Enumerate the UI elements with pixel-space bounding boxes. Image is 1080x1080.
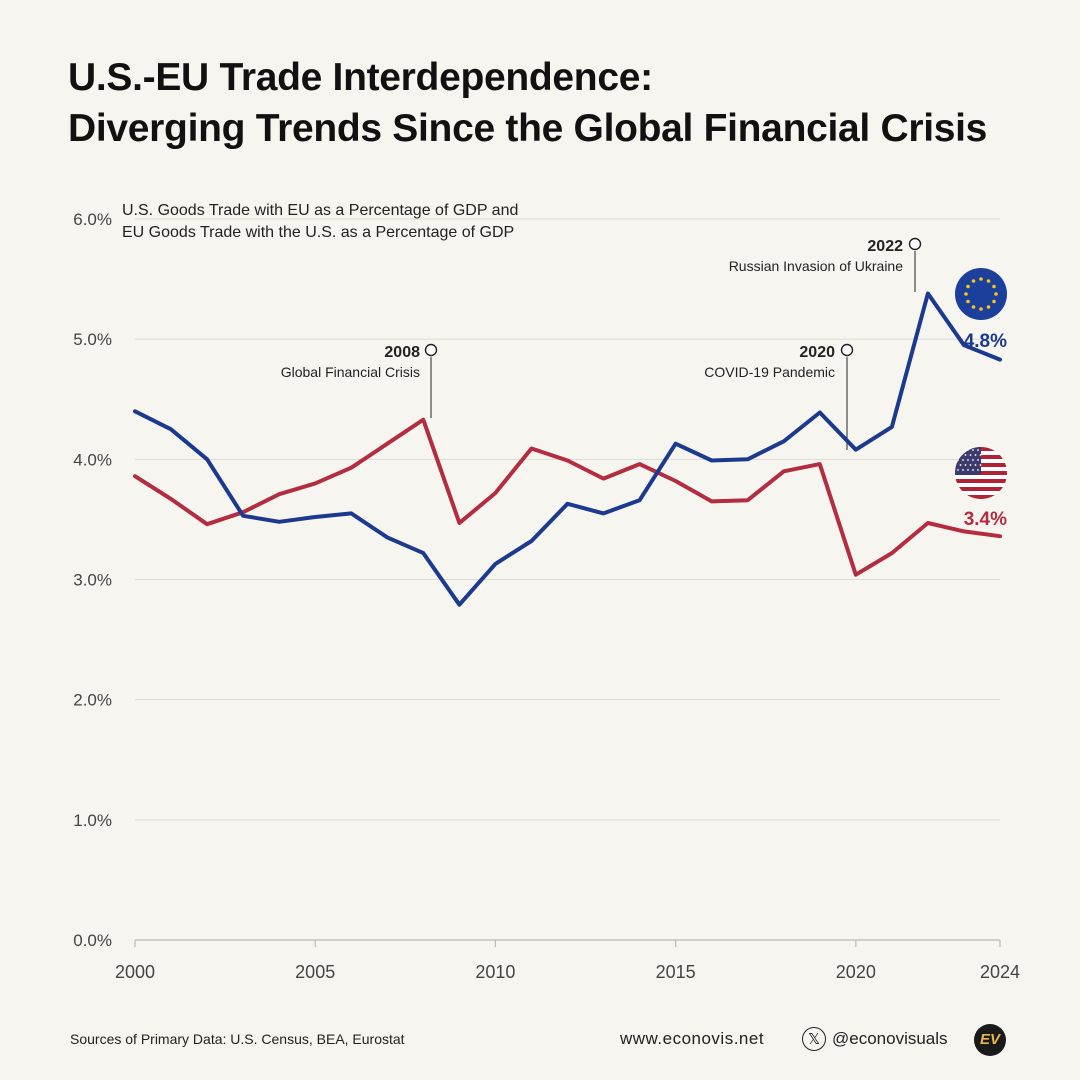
y-tick-label: 5.0% bbox=[73, 330, 112, 349]
us-flag-star bbox=[974, 464, 977, 466]
website-link[interactable]: www.econovis.net bbox=[620, 1029, 765, 1048]
chart-subtitle-line-1: U.S. Goods Trade with EU as a Percentage… bbox=[122, 202, 518, 219]
chart-subtitle-line-2: EU Goods Trade with the U.S. as a Percen… bbox=[122, 224, 514, 241]
us-flag-icon bbox=[955, 447, 1007, 499]
chart-title: U.S.-EU Trade Interdependence: Diverging… bbox=[68, 52, 987, 154]
us-flag-star bbox=[957, 469, 959, 471]
eu-end-label: 4.8% bbox=[964, 331, 1007, 352]
us-flag-star bbox=[972, 469, 974, 471]
us-flag-stripe bbox=[955, 487, 1007, 491]
eu-star bbox=[971, 279, 976, 283]
annotation-2020: 2020 COVID-19 Pandemic bbox=[704, 343, 854, 450]
us-flag-star bbox=[979, 464, 982, 466]
annotation-2022-year: 2022 bbox=[867, 238, 903, 255]
annotation-2020-year: 2020 bbox=[799, 344, 835, 361]
eu-star bbox=[979, 277, 983, 281]
title-line-2: Diverging Trends Since the Global Financ… bbox=[68, 107, 988, 150]
us-flag-star bbox=[977, 469, 979, 471]
eu-star bbox=[966, 299, 970, 304]
y-tick-label: 0.0% bbox=[73, 931, 112, 950]
annotation-2022-marker bbox=[908, 237, 922, 251]
title-line-1: U.S.-EU Trade Interdependence: bbox=[68, 56, 653, 99]
x-tick-label: 2000 bbox=[115, 962, 155, 982]
annotation-2020-marker bbox=[840, 343, 854, 357]
x-logo-icon[interactable]: 𝕏 bbox=[802, 1027, 826, 1051]
us-flag-star bbox=[972, 459, 974, 461]
us-flag-star bbox=[977, 449, 979, 451]
series-line-us bbox=[133, 417, 1002, 577]
y-tick-label: 3.0% bbox=[73, 571, 112, 590]
us-flag-stripe bbox=[955, 495, 1007, 499]
us-end-label: 3.4% bbox=[964, 509, 1007, 530]
us-flag-star bbox=[969, 454, 972, 456]
annotation-2008: 2008 Global Financial Crisis bbox=[281, 343, 438, 418]
us-flag-star bbox=[979, 454, 982, 456]
us-flag-star bbox=[964, 454, 967, 456]
annotation-2022: 2022 Russian Invasion of Ukraine bbox=[729, 237, 922, 292]
x-tick-label: 2024 bbox=[980, 962, 1020, 982]
x-tick-label: 2010 bbox=[475, 962, 515, 982]
us-flag-star bbox=[972, 449, 974, 451]
annotation-2008-marker bbox=[424, 343, 438, 357]
sources-note: Sources of Primary Data: U.S. Census, BE… bbox=[70, 1031, 405, 1047]
us-flag-star bbox=[969, 464, 972, 466]
y-tick-label: 4.0% bbox=[73, 450, 112, 469]
eu-star bbox=[992, 284, 996, 289]
eu-star bbox=[986, 279, 991, 283]
y-tick-label: 6.0% bbox=[73, 210, 112, 229]
eu-star bbox=[986, 305, 991, 309]
us-flag-star bbox=[967, 449, 969, 451]
eu-star bbox=[966, 284, 970, 289]
annotation-2020-label: COVID-19 Pandemic bbox=[704, 364, 835, 380]
eu-flag-icon bbox=[955, 268, 1007, 320]
social-handle[interactable]: @econovisuals bbox=[832, 1029, 948, 1048]
x-axis: 2000 2005 2010 2015 2020 2024 bbox=[115, 939, 1020, 982]
x-tick-label: 2020 bbox=[836, 962, 876, 982]
eu-star bbox=[992, 299, 996, 304]
us-flag-star bbox=[962, 459, 964, 461]
us-flag-star bbox=[967, 469, 969, 471]
us-flag-stripe bbox=[955, 479, 1007, 483]
us-flag-star bbox=[964, 464, 967, 466]
series-line-eu bbox=[133, 291, 1002, 607]
us-flag-star bbox=[959, 464, 962, 466]
x-tick-label: 2015 bbox=[656, 962, 696, 982]
eu-star bbox=[979, 307, 983, 311]
us-flag-star bbox=[967, 459, 969, 461]
eu-star bbox=[964, 292, 968, 296]
annotation-2022-label: Russian Invasion of Ukraine bbox=[729, 258, 904, 274]
y-tick-label: 1.0% bbox=[73, 811, 112, 830]
us-flag-star bbox=[974, 454, 977, 456]
y-tick-label: 2.0% bbox=[73, 691, 112, 710]
eu-star bbox=[994, 292, 998, 296]
eu-star bbox=[971, 305, 976, 309]
us-flag-star bbox=[959, 454, 962, 456]
annotation-2008-year: 2008 bbox=[384, 344, 420, 361]
x-tick-label: 2005 bbox=[295, 962, 335, 982]
us-flag-star bbox=[962, 449, 964, 451]
us-flag-star bbox=[962, 469, 964, 471]
y-axis-ticks: 0.0% 1.0% 2.0% 3.0% 4.0% 5.0% 6.0% bbox=[73, 210, 112, 950]
us-flag-star bbox=[957, 449, 959, 451]
annotation-2008-label: Global Financial Crisis bbox=[281, 364, 420, 380]
brand-logo: EV bbox=[974, 1024, 1006, 1056]
series-lines bbox=[133, 291, 1002, 607]
us-flag-star bbox=[977, 459, 979, 461]
gridlines bbox=[135, 218, 1000, 821]
